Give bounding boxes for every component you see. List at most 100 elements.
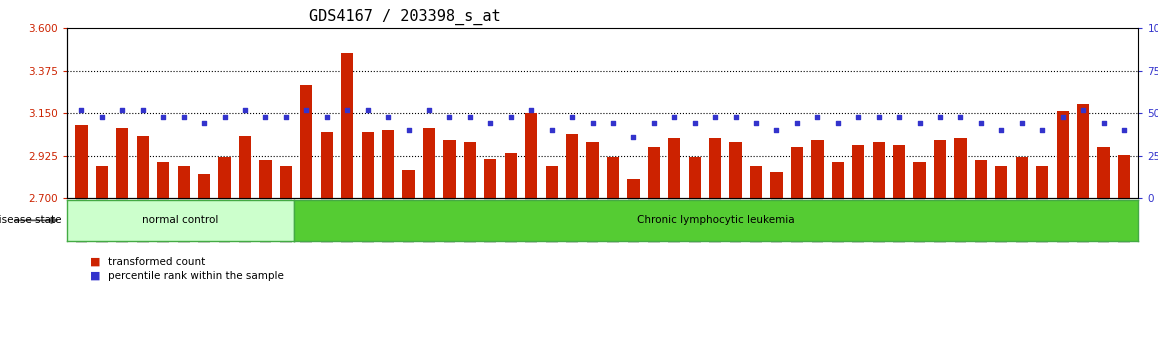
Bar <box>791 147 802 198</box>
Bar <box>831 162 844 198</box>
Point <box>931 114 950 120</box>
Point <box>215 114 234 120</box>
Text: ■: ■ <box>90 257 101 267</box>
Bar <box>709 138 721 198</box>
Bar <box>914 162 925 198</box>
Point <box>93 114 111 120</box>
Point <box>1012 121 1031 126</box>
Point <box>175 114 193 120</box>
Bar <box>995 166 1007 198</box>
Bar <box>1016 157 1028 198</box>
Bar <box>361 132 374 198</box>
Point <box>501 114 520 120</box>
Point <box>440 114 459 120</box>
Point <box>277 114 295 120</box>
Point <box>195 121 213 126</box>
Point <box>72 107 90 113</box>
Bar <box>259 160 272 198</box>
Point <box>747 121 765 126</box>
Bar <box>137 136 149 198</box>
Bar <box>177 166 190 198</box>
Point <box>992 127 1011 133</box>
Point <box>113 107 132 113</box>
Text: GDS4167 / 203398_s_at: GDS4167 / 203398_s_at <box>309 9 501 25</box>
Bar <box>586 142 599 198</box>
Bar <box>1036 166 1048 198</box>
Bar <box>770 172 783 198</box>
Text: ■: ■ <box>90 271 101 281</box>
Point <box>645 121 664 126</box>
Bar <box>403 170 415 198</box>
Bar <box>75 125 88 198</box>
Bar <box>300 85 313 198</box>
Point <box>686 121 704 126</box>
Point <box>236 107 255 113</box>
Bar <box>1077 104 1090 198</box>
Point <box>461 114 479 120</box>
Point <box>154 114 173 120</box>
Point <box>584 121 602 126</box>
Point <box>419 107 438 113</box>
Bar <box>647 147 660 198</box>
Point <box>400 127 418 133</box>
Point <box>972 121 990 126</box>
Point <box>726 114 745 120</box>
Bar <box>321 132 332 198</box>
Point <box>317 114 336 120</box>
Text: normal control: normal control <box>142 215 219 225</box>
Text: Chronic lymphocytic leukemia: Chronic lymphocytic leukemia <box>637 215 794 225</box>
Point <box>379 114 397 120</box>
Bar <box>689 157 701 198</box>
Point <box>133 107 152 113</box>
Text: transformed count: transformed count <box>108 257 205 267</box>
Point <box>951 114 969 120</box>
Bar <box>280 166 292 198</box>
Bar <box>116 129 129 198</box>
Point <box>358 107 376 113</box>
Point <box>1054 114 1072 120</box>
Bar <box>239 136 251 198</box>
Point <box>603 121 622 126</box>
Bar <box>96 166 108 198</box>
Point <box>870 114 888 120</box>
Bar <box>342 53 353 198</box>
Point <box>808 114 827 120</box>
Bar <box>484 159 497 198</box>
Point <box>481 121 499 126</box>
Point <box>256 114 274 120</box>
Point <box>1094 121 1113 126</box>
Bar <box>607 157 620 198</box>
Point <box>624 134 643 140</box>
Point <box>542 127 560 133</box>
Point <box>665 114 683 120</box>
Bar <box>219 157 230 198</box>
Point <box>910 121 929 126</box>
Text: percentile rank within the sample: percentile rank within the sample <box>108 271 284 281</box>
Bar <box>893 145 906 198</box>
Bar <box>954 138 967 198</box>
Bar <box>873 142 885 198</box>
Bar <box>1098 147 1109 198</box>
Bar <box>545 166 558 198</box>
Bar <box>750 166 762 198</box>
Bar <box>1117 155 1130 198</box>
Point <box>298 107 316 113</box>
Point <box>889 114 908 120</box>
Point <box>338 107 357 113</box>
Point <box>768 127 786 133</box>
Bar <box>463 142 476 198</box>
Bar <box>157 162 169 198</box>
Point <box>1115 127 1134 133</box>
Bar <box>423 129 435 198</box>
Point <box>522 107 541 113</box>
Bar <box>444 140 455 198</box>
Bar <box>382 130 394 198</box>
Bar <box>1056 112 1069 198</box>
Bar <box>730 142 742 198</box>
Point <box>706 114 725 120</box>
Bar <box>852 145 864 198</box>
Point <box>849 114 867 120</box>
Bar <box>933 140 946 198</box>
Bar <box>628 179 639 198</box>
Point <box>1073 107 1092 113</box>
